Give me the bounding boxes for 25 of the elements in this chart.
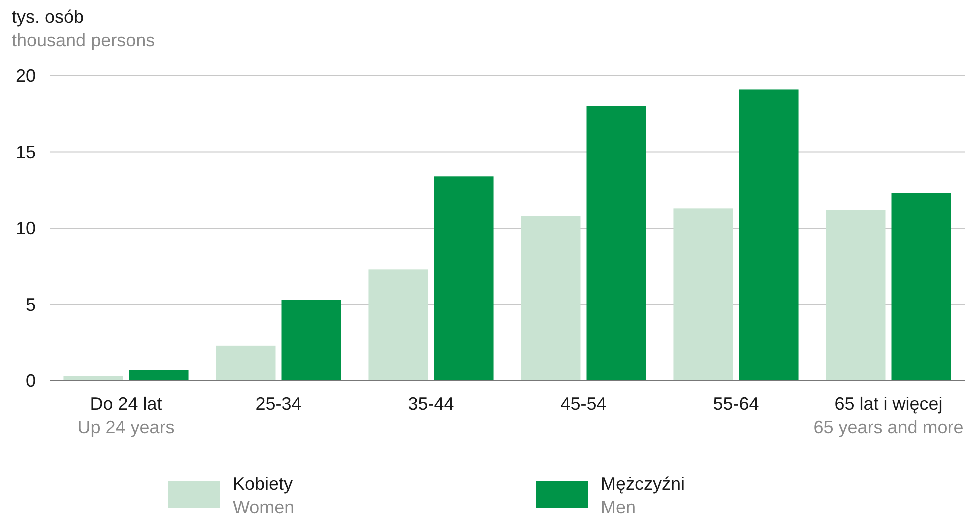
y-axis-title: tys. osób thousand persons [12,7,156,50]
x-tick-label: 55-64 [713,394,760,414]
x-tick-label: 45-54 [560,394,607,414]
x-tick-label: 25-34 [256,394,302,414]
bar [368,270,428,381]
y-tick-label: 0 [26,371,36,391]
y-tick-label: 20 [16,66,36,86]
x-tick-label: Do 24 lat Up 24 years [78,394,175,438]
bar [586,106,646,381]
bar [826,210,886,381]
x-tick-label: 65 lat i więcej 65 years and more [814,394,964,438]
bar [216,346,276,381]
bar [521,216,581,381]
bar [282,300,342,381]
y-tick-label: 10 [16,218,36,238]
bar [739,90,799,381]
y-tick-label: 15 [16,142,36,162]
y-tick-label: 5 [26,294,36,315]
legend-label: Mężczyźni Men [601,474,686,517]
bar [674,208,734,381]
legend-label: Kobiety Women [233,474,295,517]
bar [129,370,189,381]
bar [892,193,952,381]
bar [434,176,494,381]
x-tick-label: 35-44 [408,394,454,414]
